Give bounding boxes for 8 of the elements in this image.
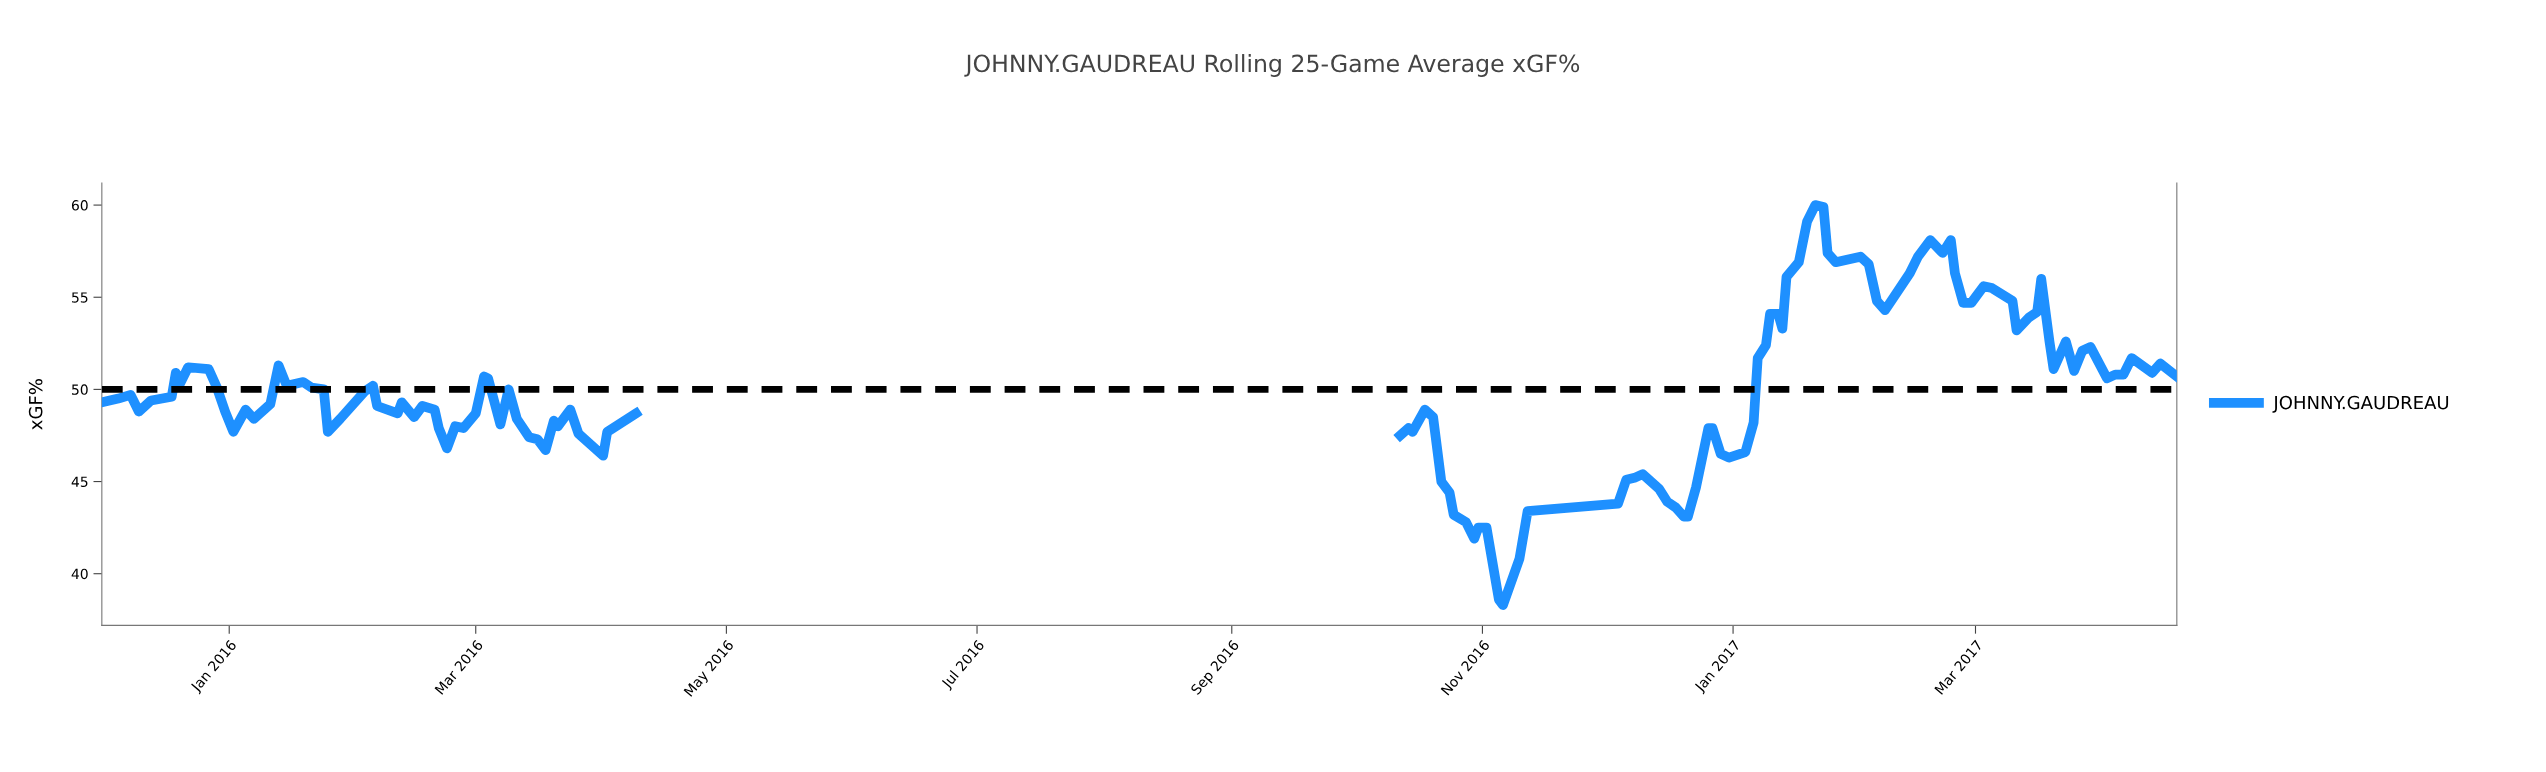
y-tick-label: 40 <box>71 568 88 580</box>
y-tick-label: 50 <box>72 384 88 395</box>
y-tick-label: 45 <box>71 476 88 488</box>
y-tick-label: 60 <box>71 200 88 211</box>
legend-label: JOHNNY.GAUDREAU <box>2272 395 2449 413</box>
chart-title: JOHNNY.GAUDREAU Rolling 25-Game Average xGF% <box>964 54 1580 77</box>
y-axis-title: xGF% <box>28 379 43 430</box>
y-tick-label: 55 <box>72 292 88 303</box>
